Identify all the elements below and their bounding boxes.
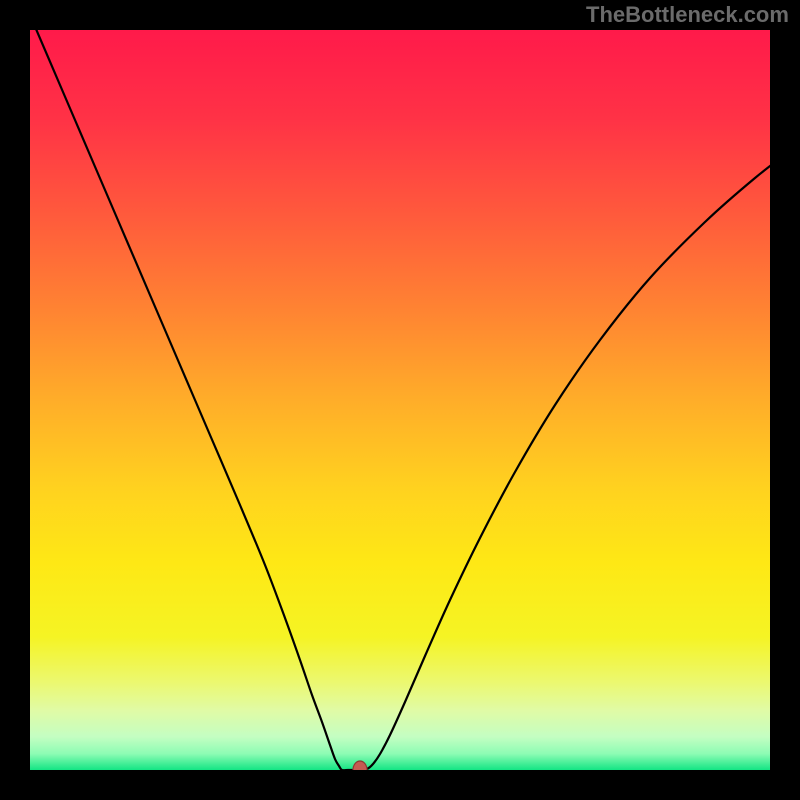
frame-border-right: [770, 0, 800, 800]
frame-border-left: [0, 0, 30, 800]
frame-border-bottom: [0, 770, 800, 800]
plot-background-gradient: [30, 30, 770, 770]
bottleneck-chart: [0, 0, 800, 800]
chart-container: TheBottleneck.com: [0, 0, 800, 800]
watermark-text: TheBottleneck.com: [586, 2, 789, 28]
